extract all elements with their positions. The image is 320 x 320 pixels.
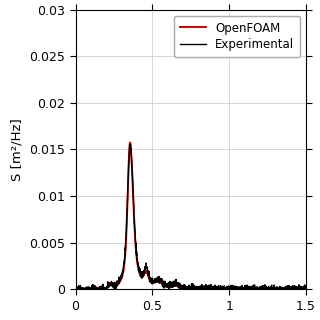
OpenFOAM (172, 283, 175, 286)
Line: OpenFOAM: OpenFOAM (76, 143, 306, 289)
Experimental (180, 286, 184, 290)
Experimental (74, 286, 77, 290)
Experimental (304, 286, 308, 290)
OpenFOAM (83, 287, 87, 291)
Experimental (128, 143, 132, 147)
Legend: OpenFOAM, Experimental: OpenFOAM, Experimental (174, 16, 300, 57)
Experimental (172, 282, 175, 286)
Experimental (92, 287, 95, 291)
OpenFOAM (101, 287, 105, 291)
Experimental (176, 285, 180, 289)
OpenFOAM (176, 284, 180, 288)
Y-axis label: S [m²/Hz]: S [m²/Hz] (11, 118, 24, 181)
Experimental (101, 284, 105, 288)
OpenFOAM (92, 287, 95, 291)
Line: Experimental: Experimental (76, 145, 306, 289)
Experimental (205, 287, 209, 291)
Experimental (184, 287, 188, 291)
OpenFOAM (304, 287, 308, 291)
OpenFOAM (205, 287, 209, 291)
OpenFOAM (180, 285, 184, 289)
OpenFOAM (128, 141, 132, 145)
OpenFOAM (74, 287, 77, 291)
